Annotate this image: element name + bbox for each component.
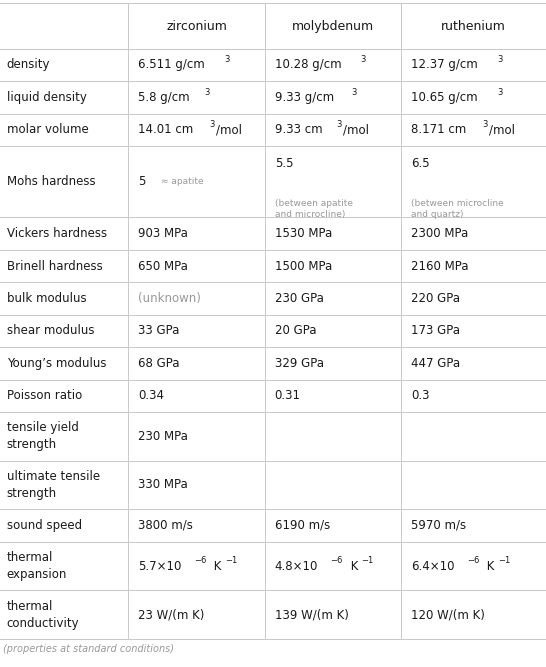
- Text: 139 W/(m K): 139 W/(m K): [275, 608, 348, 621]
- Text: 33 GPa: 33 GPa: [138, 324, 180, 338]
- Text: 447 GPa: 447 GPa: [411, 357, 460, 370]
- Text: thermal
conductivity: thermal conductivity: [7, 600, 79, 630]
- Text: 23 W/(m K): 23 W/(m K): [138, 608, 205, 621]
- Text: 68 GPa: 68 GPa: [138, 357, 180, 370]
- Text: −6: −6: [194, 556, 206, 565]
- Text: 10.65 g/cm: 10.65 g/cm: [411, 91, 478, 104]
- Text: 1530 MPa: 1530 MPa: [275, 227, 332, 240]
- Text: liquid density: liquid density: [7, 91, 86, 104]
- Text: zirconium: zirconium: [166, 19, 227, 33]
- Text: K: K: [210, 560, 222, 572]
- Text: −1: −1: [361, 556, 373, 565]
- Text: (properties at standard conditions): (properties at standard conditions): [3, 644, 174, 654]
- Text: 220 GPa: 220 GPa: [411, 292, 460, 305]
- Text: Poisson ratio: Poisson ratio: [7, 390, 82, 402]
- Text: −1: −1: [498, 556, 510, 565]
- Text: 0.3: 0.3: [411, 390, 430, 402]
- Text: /mol: /mol: [216, 123, 242, 136]
- Text: 9.33 cm: 9.33 cm: [275, 123, 322, 136]
- Text: 9.33 g/cm: 9.33 g/cm: [275, 91, 334, 104]
- Text: 0.31: 0.31: [275, 390, 301, 402]
- Text: −1: −1: [225, 556, 237, 565]
- Text: 3: 3: [483, 120, 488, 129]
- Text: 120 W/(m K): 120 W/(m K): [411, 608, 485, 621]
- Text: 4.8×10: 4.8×10: [275, 560, 318, 572]
- Text: 330 MPa: 330 MPa: [138, 478, 188, 492]
- Text: molar volume: molar volume: [7, 123, 88, 136]
- Text: 5: 5: [138, 175, 146, 188]
- Text: ≈ apatite: ≈ apatite: [161, 177, 204, 186]
- Text: 3800 m/s: 3800 m/s: [138, 519, 193, 532]
- Text: Mohs hardness: Mohs hardness: [7, 175, 95, 188]
- Text: 20 GPa: 20 GPa: [275, 324, 316, 338]
- Text: density: density: [7, 59, 50, 71]
- Text: 173 GPa: 173 GPa: [411, 324, 460, 338]
- Text: 6.5: 6.5: [411, 157, 430, 170]
- Text: 3: 3: [336, 120, 341, 129]
- Text: 230 GPa: 230 GPa: [275, 292, 324, 305]
- Text: 3: 3: [210, 120, 215, 129]
- Text: 5.7×10: 5.7×10: [138, 560, 181, 572]
- Text: 8.171 cm: 8.171 cm: [411, 123, 466, 136]
- Text: 3: 3: [205, 87, 210, 97]
- Text: 12.37 g/cm: 12.37 g/cm: [411, 59, 478, 71]
- Text: K: K: [483, 560, 495, 572]
- Text: 2300 MPa: 2300 MPa: [411, 227, 468, 240]
- Text: Brinell hardness: Brinell hardness: [7, 259, 102, 273]
- Text: (between apatite
and microcline): (between apatite and microcline): [275, 199, 353, 219]
- Text: 10.28 g/cm: 10.28 g/cm: [275, 59, 341, 71]
- Text: 5.5: 5.5: [275, 157, 293, 170]
- Text: 329 GPa: 329 GPa: [275, 357, 324, 370]
- Text: 14.01 cm: 14.01 cm: [138, 123, 193, 136]
- Text: 3: 3: [497, 87, 502, 97]
- Text: shear modulus: shear modulus: [7, 324, 94, 338]
- Text: K: K: [347, 560, 358, 572]
- Text: 230 MPa: 230 MPa: [138, 430, 188, 443]
- Text: 3: 3: [497, 55, 503, 64]
- Text: thermal
expansion: thermal expansion: [7, 551, 67, 581]
- Text: 3: 3: [360, 55, 366, 64]
- Text: sound speed: sound speed: [7, 519, 82, 532]
- Text: 2160 MPa: 2160 MPa: [411, 259, 468, 273]
- Text: ruthenium: ruthenium: [441, 19, 506, 33]
- Text: Vickers hardness: Vickers hardness: [7, 227, 106, 240]
- Text: /mol: /mol: [489, 123, 515, 136]
- Text: −6: −6: [331, 556, 343, 565]
- Text: 6.4×10: 6.4×10: [411, 560, 455, 572]
- Text: 3: 3: [224, 55, 230, 64]
- Text: tensile yield
strength: tensile yield strength: [7, 422, 79, 452]
- Text: 6190 m/s: 6190 m/s: [275, 519, 330, 532]
- Text: 1500 MPa: 1500 MPa: [275, 259, 332, 273]
- Text: molybdenum: molybdenum: [292, 19, 374, 33]
- Text: 3: 3: [351, 87, 357, 97]
- Text: /mol: /mol: [343, 123, 369, 136]
- Text: −6: −6: [467, 556, 479, 565]
- Text: (unknown): (unknown): [138, 292, 201, 305]
- Text: Young’s modulus: Young’s modulus: [7, 357, 106, 370]
- Text: 903 MPa: 903 MPa: [138, 227, 188, 240]
- Text: 650 MPa: 650 MPa: [138, 259, 188, 273]
- Text: 5.8 g/cm: 5.8 g/cm: [138, 91, 190, 104]
- Text: 0.34: 0.34: [138, 390, 164, 402]
- Text: bulk modulus: bulk modulus: [7, 292, 86, 305]
- Text: ultimate tensile
strength: ultimate tensile strength: [7, 470, 100, 500]
- Text: (between microcline
and quartz): (between microcline and quartz): [411, 199, 504, 219]
- Text: 6.511 g/cm: 6.511 g/cm: [138, 59, 205, 71]
- Text: 5970 m/s: 5970 m/s: [411, 519, 466, 532]
